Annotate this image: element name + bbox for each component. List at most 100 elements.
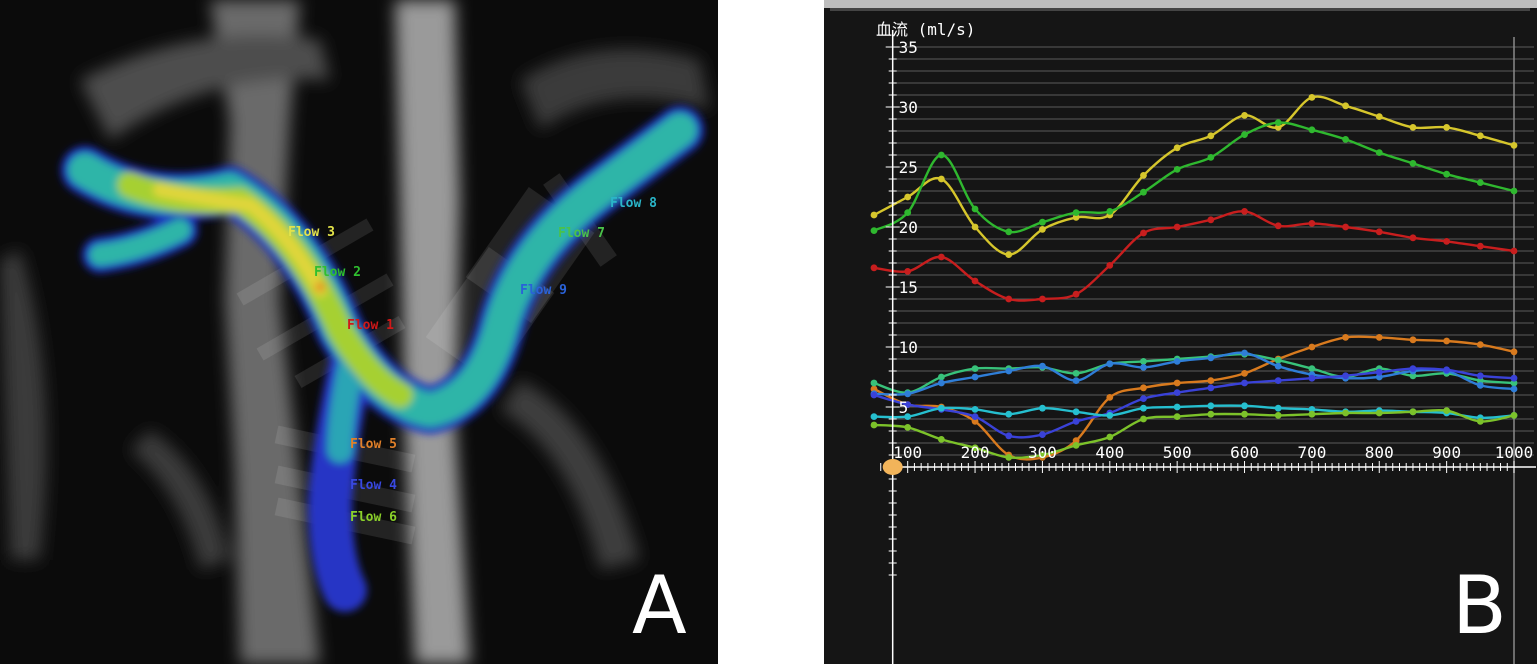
data-point: [1005, 367, 1013, 375]
data-point: [1207, 354, 1215, 362]
data-point: [937, 151, 945, 159]
series-3: [870, 208, 1518, 303]
chart-top-border: [830, 8, 1530, 11]
data-point: [904, 424, 912, 431]
data-point: [870, 421, 878, 429]
data-point: [1409, 234, 1417, 242]
data-point: [1207, 377, 1215, 384]
data-point: [1308, 220, 1316, 227]
data-point: [1207, 216, 1215, 224]
data-point: [1409, 124, 1417, 131]
data-point: [1342, 334, 1349, 341]
data-point: [1476, 242, 1484, 250]
data-point: [870, 211, 878, 219]
data-point: [1072, 370, 1080, 377]
x-tick-label: 900: [1432, 443, 1461, 462]
data-point: [1106, 262, 1114, 269]
x-tick-label: 500: [1163, 443, 1192, 462]
data-point: [1072, 437, 1080, 444]
data-point: [1375, 334, 1383, 341]
flow-label-7: Flow 7: [558, 226, 605, 241]
data-point: [1274, 362, 1282, 370]
chart-top-bar: [824, 0, 1537, 8]
data-point: [971, 205, 979, 213]
data-point: [1005, 251, 1013, 258]
data-point: [904, 209, 912, 217]
data-point: [1173, 223, 1181, 231]
data-point: [1443, 170, 1451, 178]
data-point: [1241, 112, 1248, 119]
x-tick-label: 600: [1230, 443, 1259, 462]
data-point: [1005, 432, 1013, 440]
x-tick-label: 200: [961, 443, 990, 462]
x-tick-label: 100: [893, 443, 922, 462]
data-point: [971, 406, 979, 413]
flow-label-4: Flow 4: [350, 478, 397, 493]
data-point: [1005, 295, 1013, 303]
data-point: [937, 253, 945, 261]
data-point: [971, 444, 979, 452]
data-point: [1274, 356, 1282, 364]
y-tick-label: 30: [899, 98, 918, 117]
data-point: [1072, 408, 1080, 416]
data-point: [1476, 372, 1484, 380]
data-point: [1476, 377, 1484, 384]
data-point: [1342, 223, 1349, 231]
data-point: [1173, 358, 1181, 365]
x-tick-label: 700: [1297, 443, 1326, 462]
grayscale-anatomy: [0, 0, 710, 664]
origin-marker: [882, 459, 903, 475]
data-point: [1241, 379, 1248, 387]
vessel-flow-image: Flow 3 Flow 2 Flow 1 Flow 8 Flow 7 Flow …: [0, 0, 710, 664]
data-point: [1039, 404, 1046, 412]
data-point: [1140, 364, 1147, 371]
series-7: [870, 365, 1518, 440]
data-point: [1510, 187, 1518, 195]
data-point: [1375, 409, 1383, 417]
data-point: [1274, 222, 1282, 230]
panel-b-letter: B: [1452, 559, 1507, 652]
data-point: [1072, 377, 1080, 384]
data-point: [904, 413, 912, 420]
data-point: [1409, 365, 1417, 372]
data-point: [1106, 394, 1114, 401]
panel-a-flow-map: Flow 3 Flow 2 Flow 1 Flow 8 Flow 7 Flow …: [0, 0, 718, 664]
data-point: [1510, 379, 1518, 387]
y-tick-label: 25: [899, 158, 918, 177]
data-point: [1476, 341, 1484, 348]
data-point: [1443, 407, 1451, 414]
data-point: [1409, 160, 1417, 167]
data-point: [1140, 395, 1147, 402]
data-point: [1207, 132, 1215, 140]
data-point: [904, 390, 912, 398]
flow-label-6: Flow 6: [350, 510, 397, 525]
x-tick-label: 800: [1365, 443, 1394, 462]
data-point: [1140, 358, 1147, 365]
data-point: [1476, 418, 1484, 425]
vessel-colormap: [61, 106, 704, 612]
data-point: [1241, 349, 1248, 357]
data-point: [1375, 373, 1383, 381]
data-point: [1039, 362, 1046, 370]
data-point: [870, 413, 878, 420]
data-point: [1106, 208, 1114, 215]
series-9: [870, 407, 1518, 461]
data-point: [1241, 370, 1248, 377]
data-point: [1173, 413, 1181, 420]
data-point: [1106, 360, 1114, 368]
data-point: [1241, 402, 1248, 410]
data-point: [1375, 228, 1383, 236]
data-point: [971, 223, 979, 231]
data-point: [904, 401, 912, 408]
data-point: [1207, 402, 1215, 410]
data-point: [1039, 226, 1046, 233]
data-point: [1140, 404, 1147, 412]
data-point: [1342, 409, 1349, 417]
data-point: [1443, 366, 1451, 374]
data-point: [1510, 412, 1518, 419]
data-point: [1308, 126, 1316, 134]
data-point: [1510, 247, 1518, 255]
data-point: [1173, 403, 1181, 411]
data-point: [1510, 348, 1518, 356]
data-point: [1173, 379, 1181, 387]
